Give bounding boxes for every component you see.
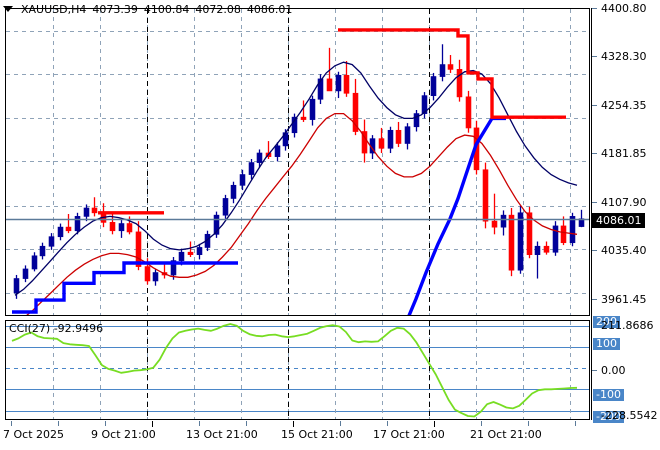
- time-axis-label: 15 Oct 21:00: [281, 428, 353, 441]
- time-tick-mark: [11, 421, 12, 426]
- ohlc-close: 4086.01: [246, 2, 293, 16]
- cci-level-badge: -200: [593, 411, 624, 423]
- triangle-down-icon[interactable]: [3, 6, 13, 12]
- time-tick-mark: [575, 421, 576, 426]
- price-tick-label: 4181.85: [601, 147, 647, 160]
- time-tick-mark: [58, 421, 59, 426]
- time-tick-major: [434, 421, 435, 427]
- price-plot: [6, 9, 589, 315]
- ohlc-low: 4072.08: [195, 2, 241, 16]
- time-tick-mark: [199, 421, 200, 426]
- cci-value: -92.9496: [53, 322, 104, 335]
- time-axis-label: 13 Oct 21:00: [186, 428, 258, 441]
- cci-level-badge: 100: [593, 338, 620, 350]
- time-tick-major: [152, 421, 153, 427]
- cci-name: CCI(27): [9, 322, 51, 335]
- price-scale[interactable]: 4400.80 4328.30 4254.35 4181.85 4107.90 4035.…: [591, 3, 660, 423]
- ohlc-open: 4073.39: [92, 2, 138, 16]
- time-tick-mark: [528, 421, 529, 426]
- price-tick-mark: [592, 8, 597, 9]
- chart-header: XAUUSD,H4 4073.39 4100.84 4072.08 4086.0…: [0, 0, 660, 18]
- current-price-badge: 4086.01: [592, 213, 645, 228]
- cci-plot: [6, 321, 589, 419]
- ohlc-high: 4100.84: [143, 2, 190, 16]
- price-pane[interactable]: [5, 8, 590, 316]
- price-tick-mark: [592, 105, 597, 106]
- symbol-label: XAUUSD,H4: [21, 2, 87, 16]
- price-tick-mark: [592, 202, 597, 203]
- price-tick-label: 4328.30: [601, 50, 647, 63]
- time-tick-mark: [481, 421, 482, 426]
- price-tick-mark: [592, 56, 597, 57]
- cci-level-badge: -100: [593, 389, 624, 401]
- price-tick-mark: [592, 153, 597, 154]
- cci-top-value: 211.8686: [601, 319, 654, 332]
- cci-pane[interactable]: [5, 320, 590, 420]
- cci-level-badge: 200: [593, 316, 620, 328]
- price-tick-mark: [592, 299, 597, 300]
- cci-level-label: 0.00: [601, 364, 626, 377]
- time-tick-mark: [340, 421, 341, 426]
- time-axis-label: 17 Oct 21:00: [373, 428, 445, 441]
- time-axis-label: 21 Oct 21:00: [470, 428, 542, 441]
- cci-indicator-label: CCI(27) -92.9496: [9, 322, 103, 335]
- time-tick-mark: [387, 421, 388, 426]
- price-tick-label: 3961.45: [601, 293, 647, 306]
- price-tick-label: 4107.90: [601, 196, 647, 209]
- price-tick-mark: [592, 250, 597, 251]
- time-tick-mark: [246, 421, 247, 426]
- time-tick-mark: [105, 421, 106, 426]
- time-axis[interactable]: 7 Oct 2025 9 Oct 21:00 13 Oct 21:00 15 Oct …: [0, 421, 660, 450]
- time-axis-label: 9 Oct 21:00: [91, 428, 156, 441]
- price-tick-label: 4400.80: [601, 2, 647, 15]
- price-tick-label: 4254.35: [601, 99, 647, 112]
- price-tick-label: 4035.40: [601, 244, 647, 257]
- time-axis-label: 7 Oct 2025: [3, 428, 65, 441]
- time-tick-major: [293, 421, 294, 427]
- cci-tick-mark: [592, 370, 597, 371]
- cci-bottom-value: -228.5542: [601, 409, 658, 422]
